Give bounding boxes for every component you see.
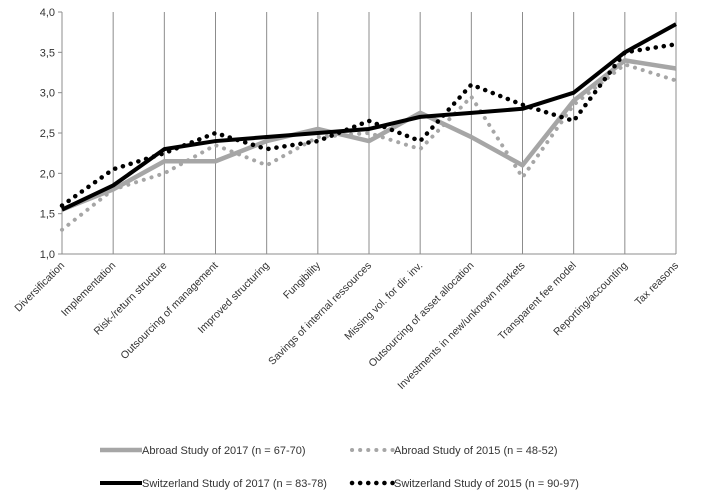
series-line-1 [61,58,677,212]
x-tick-label: Outsourcing of asset allocation [366,260,476,370]
y-tick-label: 3,5 [40,47,55,59]
x-tick-label: Tax reasons [633,260,682,309]
x-tick-label: Savings of internal ressources [266,260,374,368]
x-tick-label: Fungibility [281,259,323,301]
series-line-2 [60,62,678,232]
y-tick-label: 1,0 [40,249,55,261]
series-lines [59,22,679,232]
series-line-3 [61,22,677,212]
legend: Abroad Study of 2017 (n = 67-70) Abroad S… [100,445,579,490]
x-tick-labels: DiversificationImplementationRisk-/retur… [12,259,681,392]
legend-label: Abroad Study of 2017 (n = 67-70) [142,445,306,457]
legend-label: Abroad Study of 2015 (n = 48-52) [394,445,558,457]
y-tick-label: 1,5 [40,209,55,221]
y-tick-label: 3,0 [40,88,55,100]
x-tick-label: Diversification [12,260,67,315]
y-tick-label: 4,0 [40,7,55,19]
legend-label: Switzerland Study of 2017 (n = 83-78) [142,478,327,490]
legend-label: Switzerland Study of 2015 (n = 90-97) [394,478,579,490]
x-tick-label: Outsourcing of management [118,260,220,362]
y-tick-label: 2,0 [40,168,55,180]
y-tick-label: 2,5 [40,128,55,140]
y-tick-labels: 1,0 1,5 2,0 2,5 3,0 3,5 4,0 [40,7,55,261]
axes [58,11,676,255]
series-line-4 [59,42,679,208]
